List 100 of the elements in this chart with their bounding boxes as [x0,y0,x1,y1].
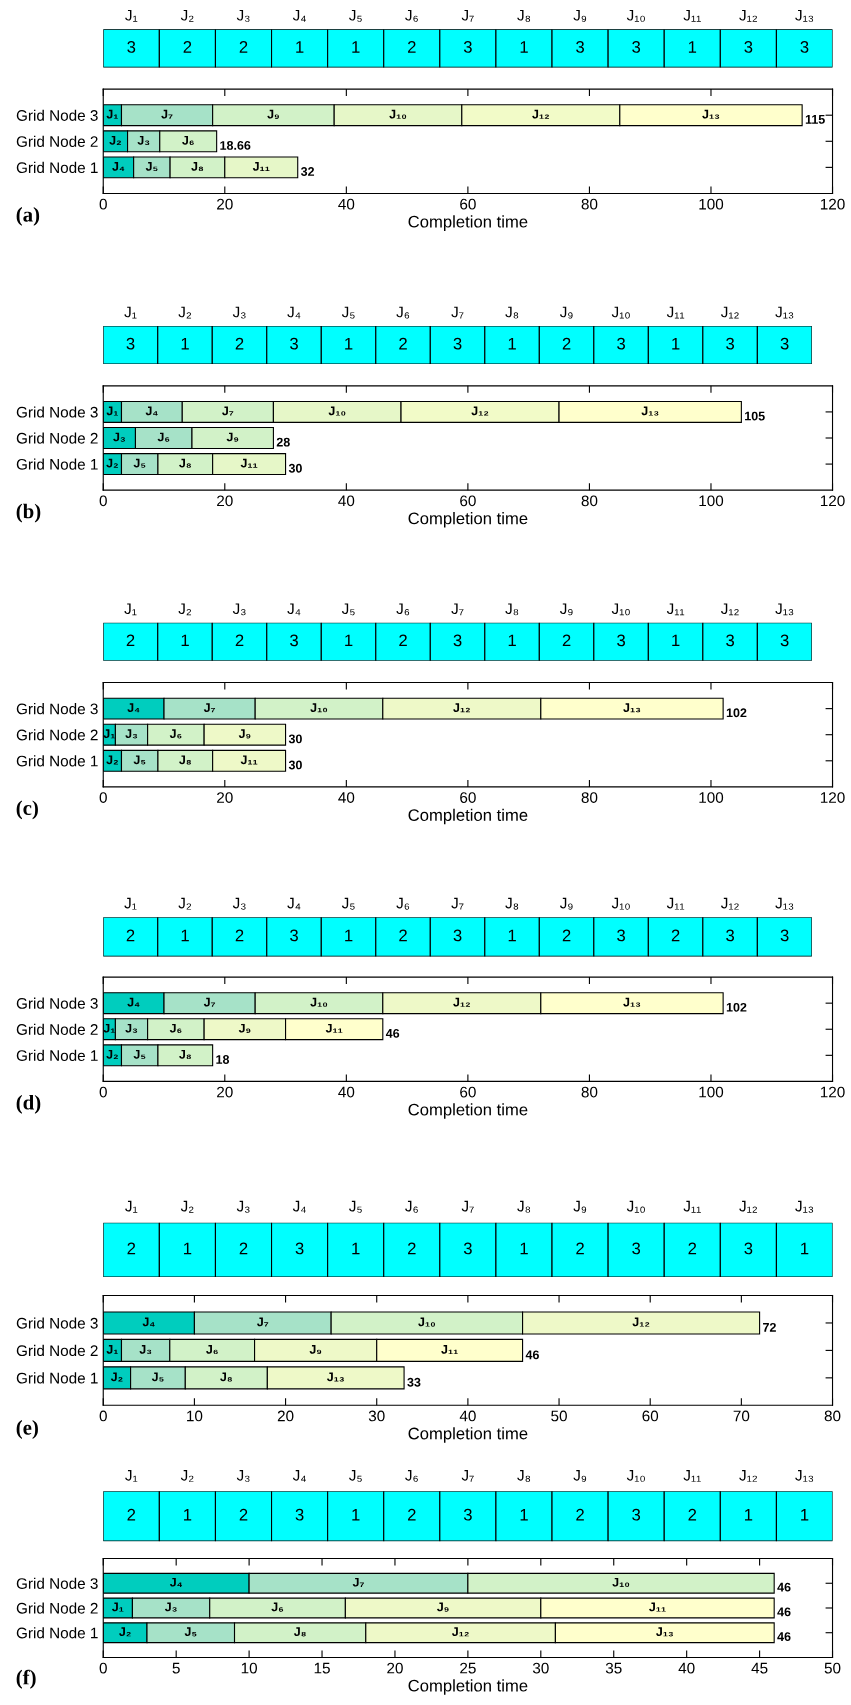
data-label: J₁₁ [441,1345,458,1355]
data-label: 2 [407,1508,416,1521]
category-label: J₈ [517,9,531,22]
data-label: J₁₀ [328,406,346,416]
x-axis-title: Completion time [408,512,528,528]
x-tick-label: 80 [581,495,598,507]
category-label: J₇ [461,1469,474,1482]
category-label: J₁₃ [775,603,794,616]
x-tick-label: 100 [699,1086,724,1098]
category-label: J₁₂ [720,897,739,910]
category-label: J₁₃ [775,897,794,910]
data-label: J₉ [436,1602,449,1612]
category-label: J₄ [292,9,306,22]
data-label: 3 [726,634,735,647]
data-label: J₂ [110,1372,123,1382]
x-tick-label: 40 [338,495,355,507]
x-tick-label: 10 [241,1662,257,1674]
data-label: J₄ [169,1577,183,1587]
data-label: 1 [520,1242,528,1255]
category-label: J₉ [559,897,573,910]
y-tick-label: Grid Node 1 [16,458,98,470]
x-tick-label: 40 [338,792,355,803]
data-label: J₉ [309,1345,322,1355]
data-label: 3 [780,929,789,942]
category-label: J₁₃ [775,306,794,319]
y-tick-label: Grid Node 2 [16,1602,98,1614]
x-tick-label: 40 [338,1086,355,1098]
data-label: J₁₃ [623,997,641,1007]
data-label: J₁₂ [632,1317,650,1327]
category-label: J₁₁ [683,9,701,22]
x-tick-label: 20 [217,198,233,210]
data-label: J₁₀ [389,109,407,119]
x-tick-label: 60 [642,1410,659,1422]
category-label: J₉ [559,306,573,319]
category-label: J₃ [232,603,246,616]
data-label: J₁₃ [656,1627,673,1637]
category-label: J₁ [124,306,137,319]
data-label: 3 [290,634,298,647]
category-label: J₆ [405,1200,418,1213]
category-label: J₁₀ [611,603,630,616]
data-label: J₁₀ [418,1317,436,1327]
x-tick-label: 20 [217,1086,233,1098]
y-tick-label: Grid Node 3 [16,1577,98,1589]
data-label: 3 [632,1508,641,1521]
data-label: J₃ [125,1023,138,1033]
category-label: J₇ [461,1200,474,1213]
data-label: 1 [181,929,189,942]
total-label: 102 [726,708,747,718]
data-label: 2 [235,337,244,350]
category-label: J₁₁ [683,1469,701,1482]
data-label: J₆ [157,432,170,442]
data-label: J₁₂ [451,1627,469,1637]
data-label: J₅ [145,162,158,172]
data-label: J₇ [161,109,173,119]
category-label: J₃ [232,306,246,319]
data-label: 1 [296,41,304,53]
category-label: J₇ [461,9,474,22]
category-label: J₁ [124,603,137,616]
data-label: 3 [463,41,472,53]
x-tick-label: 120 [820,792,845,803]
category-label: J₁₀ [626,1200,645,1213]
data-label: J₇ [222,406,234,416]
category-label: J₆ [405,1469,418,1482]
y-tick-label: Grid Node 3 [16,703,98,715]
data-label: 2 [127,1242,136,1255]
text: (a) [16,206,40,226]
data-label: 2 [562,337,571,350]
data-label: J₂ [119,1627,131,1637]
data-label: 2 [562,929,571,942]
data-label: J₄ [127,997,140,1007]
category-label: J₃ [236,1200,250,1213]
category-label: J₆ [396,897,410,910]
data-label: J₆ [206,1345,218,1355]
category-label: J₁₀ [626,1469,645,1482]
category-label: J₁₀ [626,9,645,22]
category-label: J₁₃ [795,1200,814,1213]
category-label: J₁₁ [666,306,685,319]
data-label: 3 [463,1508,472,1521]
data-label: J₂ [106,755,118,765]
data-label: J₉ [238,729,251,739]
text: (f) [16,1669,36,1689]
category-label: J₁₁ [666,603,685,616]
data-label: 2 [399,634,407,647]
data-label: 3 [295,1242,304,1255]
total-label: 32 [300,167,315,176]
data-label: 1 [672,337,680,350]
data-label: 3 [463,1242,472,1255]
data-label: 2 [576,1242,584,1255]
data-label: J₈ [179,458,191,468]
data-label: 2 [127,1508,136,1521]
x-tick-label: 15 [314,1662,330,1674]
category-label: J₂ [180,1469,194,1482]
x-axis-title: Completion time [408,215,528,231]
data-label: 3 [295,1508,304,1521]
category-label: J₁₂ [720,603,739,616]
y-tick-label: Grid Node 3 [16,109,98,121]
data-label: J₁₂ [532,109,549,119]
x-tick-label: 80 [581,1086,598,1098]
total-label: 18.66 [220,141,251,150]
data-label: 1 [181,337,189,350]
